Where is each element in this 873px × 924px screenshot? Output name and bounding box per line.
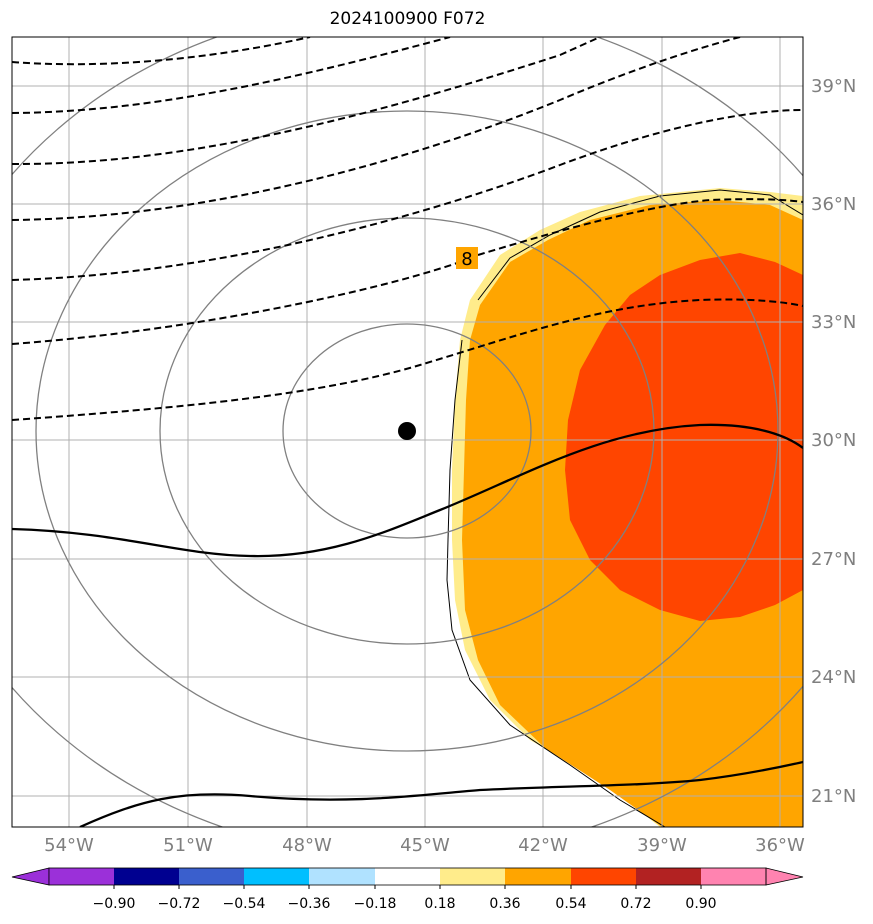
dashed-contour	[12, 37, 601, 166]
range-ring-1	[282, 323, 532, 539]
lat-label: 27°N	[811, 549, 856, 570]
lat-label: 30°N	[811, 430, 856, 451]
longitude-labels: 54°W 51°W 48°W 45°W 42°W 39°W 36°W	[44, 835, 805, 856]
colorbar-segment	[179, 868, 244, 885]
solid-contour	[12, 423, 803, 558]
colorbar-tick-label: 0.72	[620, 896, 651, 912]
latitude-labels: 39°N 36°N 33°N 30°N 27°N 24°N 21°N	[811, 76, 856, 807]
colorbar-tick-label: −0.54	[223, 896, 266, 912]
dashed-contour	[12, 109, 803, 281]
colorbar-segment	[636, 868, 701, 885]
colorbar-tick-label: −0.36	[288, 896, 331, 912]
colorbar-segment	[571, 868, 636, 885]
lon-label: 42°W	[518, 835, 568, 856]
contour-label-bg	[456, 247, 478, 269]
lat-label: 21°N	[811, 786, 856, 807]
colorbar-left-extend	[11, 867, 50, 886]
colorbar-segment	[375, 868, 440, 885]
solid-contour	[79, 760, 803, 827]
dashed-contour	[12, 37, 741, 221]
dashed-contour	[477, 198, 803, 256]
colorbar-segment	[49, 868, 114, 885]
lon-label: 54°W	[44, 835, 94, 856]
colorbar-tick-label: 0.90	[685, 896, 716, 912]
map-title: 2024100900 F072	[329, 9, 486, 29]
colorbar: −0.90 −0.72 −0.54 −0.36 −0.18 0.18 0.36 …	[11, 867, 804, 912]
lon-label: 48°W	[282, 835, 332, 856]
lon-label: 51°W	[163, 835, 213, 856]
colorbar-segment	[244, 868, 309, 885]
red-field	[565, 253, 803, 621]
colorbar-segment	[701, 868, 766, 885]
lon-label: 39°W	[637, 835, 687, 856]
lat-label: 36°N	[811, 194, 856, 215]
lat-label: 39°N	[811, 76, 856, 97]
colorbar-tick-label: 0.36	[489, 896, 520, 912]
lon-label: 36°W	[755, 835, 805, 856]
colorbar-tick-label: 0.18	[424, 896, 455, 912]
lat-label: 24°N	[811, 667, 856, 688]
dashed-contour	[12, 37, 451, 114]
colorbar-tick-label: −0.18	[354, 896, 397, 912]
map-border	[11, 36, 804, 828]
colorbar-ticks	[113, 885, 702, 889]
colorbar-tick-label: −0.90	[93, 896, 136, 912]
contour-label: 8	[461, 249, 472, 270]
dashed-contour	[12, 261, 461, 345]
colorbar-right-extend	[765, 867, 804, 886]
range-ring-3	[35, 110, 779, 752]
dashed-contours	[12, 37, 803, 421]
solid-contours	[12, 423, 803, 827]
colorbar-tick-label: −0.72	[158, 896, 201, 912]
colorbar-segment	[505, 868, 571, 885]
lat-label: 33°N	[811, 312, 856, 333]
colorbar-segment	[114, 868, 179, 885]
colorbar-tick-label: 0.54	[555, 896, 586, 912]
storm-center-marker	[398, 422, 416, 440]
colorbar-segment	[309, 868, 375, 885]
colorbar-segment	[440, 868, 505, 885]
lon-label: 45°W	[400, 835, 450, 856]
gridlines	[12, 37, 803, 827]
dashed-contour	[12, 298, 803, 421]
dashed-contour	[12, 37, 311, 66]
